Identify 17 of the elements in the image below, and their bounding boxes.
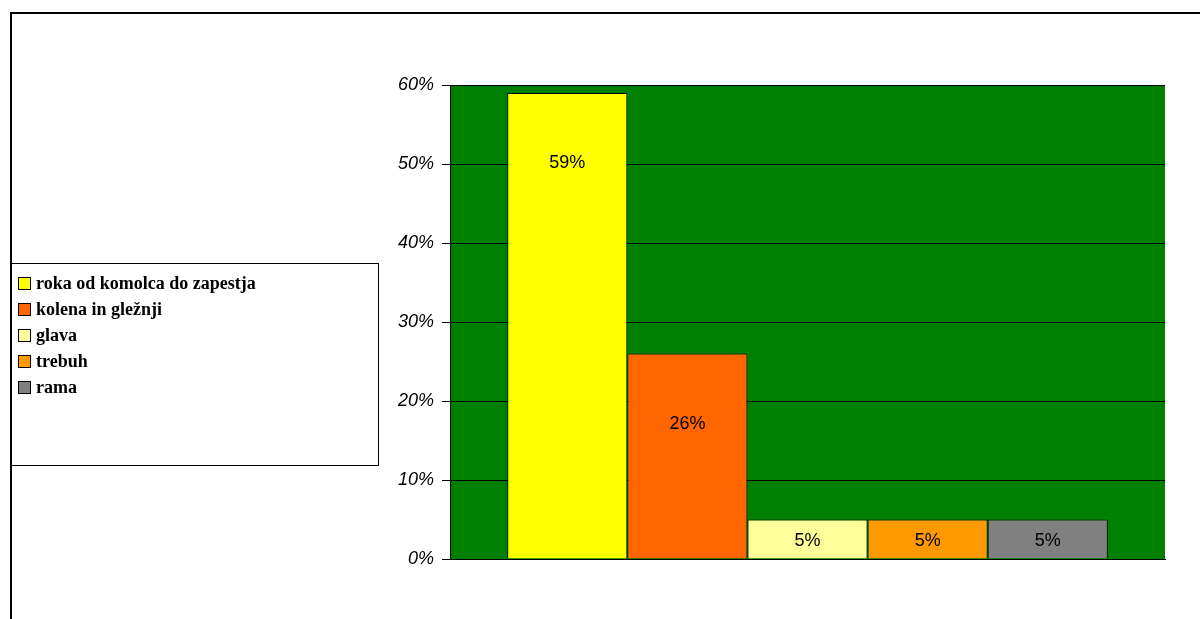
y-tick-label: 10% xyxy=(398,469,435,489)
data-label: 26% xyxy=(669,412,706,433)
y-tick-label: 20% xyxy=(397,390,435,410)
data-label: 5% xyxy=(914,529,941,550)
y-tick-label: 60% xyxy=(398,74,435,94)
data-label: 5% xyxy=(794,529,821,550)
data-label: 5% xyxy=(1034,529,1061,550)
y-tick-label: 30% xyxy=(398,311,435,331)
legend-label: trebuh xyxy=(36,350,88,372)
y-tick-label: 40% xyxy=(398,232,435,252)
legend-label: glava xyxy=(36,324,78,346)
legend-label: rama xyxy=(36,376,77,398)
y-tick-label: 0% xyxy=(408,548,435,568)
legend-label: kolena in gležnji xyxy=(36,298,163,320)
y-tick-label: 50% xyxy=(398,153,435,173)
legend-label: roka od komolca do zapestja xyxy=(36,272,256,294)
data-label: 59% xyxy=(549,151,586,172)
